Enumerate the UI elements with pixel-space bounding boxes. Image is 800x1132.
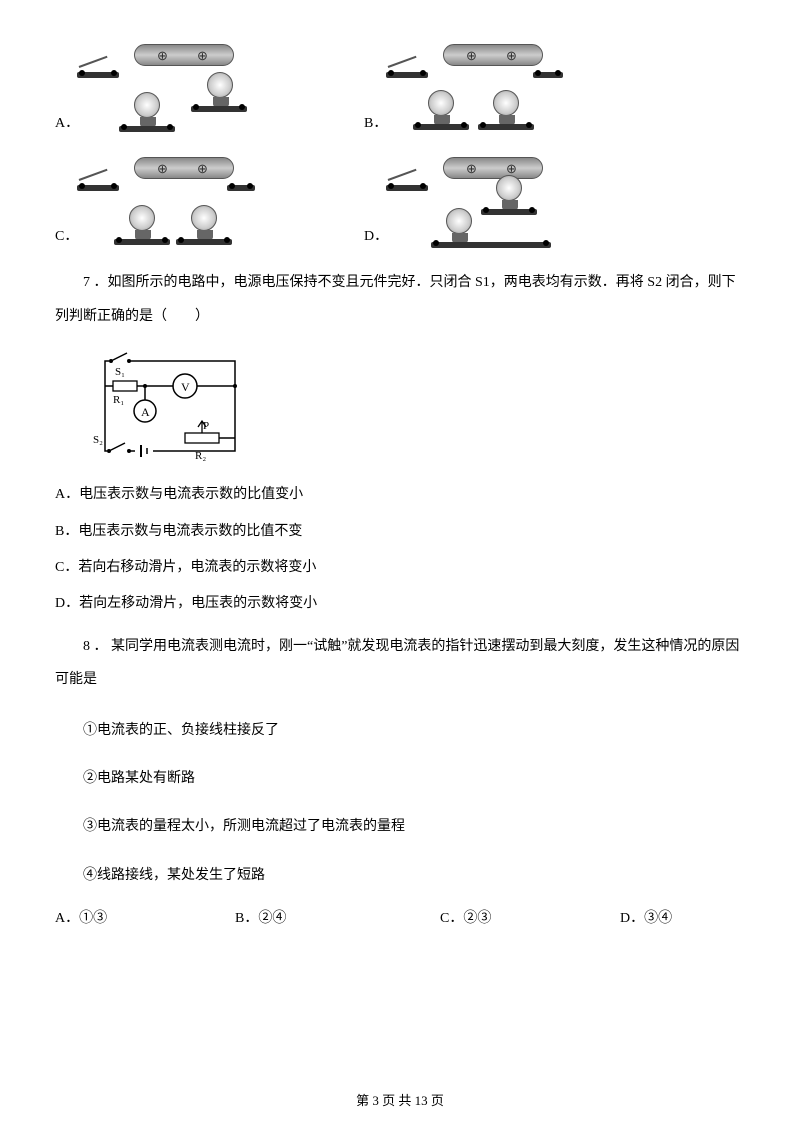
question-7-diagram: S₁ R₁ V A S₂ xyxy=(85,351,250,466)
option-b-block: B． xyxy=(364,40,563,135)
circuit-image-d xyxy=(388,153,563,248)
circuit-image-a xyxy=(79,40,254,135)
q8-item-4: ④线路接线，某处发生了短路 xyxy=(55,860,745,892)
q8-option-b: B．②④ xyxy=(235,908,440,930)
option-label-d: D． xyxy=(364,226,388,248)
circuit-options-row-1: A． B． xyxy=(55,40,745,135)
option-a-block: A． xyxy=(55,40,254,135)
q7-option-a: A．电压表示数与电流表示数的比值变小 xyxy=(55,484,745,506)
option-label-b: B． xyxy=(364,113,388,135)
q7-option-d: D．若向左移动滑片，电压表的示数将变小 xyxy=(55,593,745,615)
q8-options-row: A．①③ B．②④ C．②③ D．③④ xyxy=(55,908,745,930)
circuit-image-b xyxy=(388,40,563,135)
q8-item-1: ①电流表的正、负接线柱接反了 xyxy=(55,715,745,747)
label-r2: R₂ xyxy=(195,450,206,462)
question-7-text: 7 ．如图所示的电路中，电源电压保持不变且元件完好．只闭合 S1，两电表均有示数… xyxy=(55,266,745,333)
q8-option-d: D．③④ xyxy=(620,908,740,930)
label-a: A xyxy=(141,405,150,419)
page-footer: 第 3 页 共 13 页 xyxy=(0,1091,800,1112)
q8-option-c: C．②③ xyxy=(440,908,620,930)
label-v: V xyxy=(181,380,190,394)
q7-option-b: B．电压表示数与电流表示数的比值不变 xyxy=(55,521,745,543)
q7-option-c: C．若向右移动滑片，电流表的示数将变小 xyxy=(55,557,745,579)
option-c-block: C． xyxy=(55,153,254,248)
label-p: P xyxy=(203,420,209,432)
label-s2: S₂ xyxy=(93,434,103,446)
circuit-image-c xyxy=(79,153,254,248)
q8-option-a: A．①③ xyxy=(55,908,235,930)
option-label-c: C． xyxy=(55,226,79,248)
circuit-options-row-2: C． D． xyxy=(55,153,745,248)
label-s1: S₁ xyxy=(115,366,125,378)
label-r1: R₁ xyxy=(113,394,124,406)
question-8-text: 8 ． 某同学用电流表测电流时，刚一“试触”就发现电流表的指针迅速摆动到最大刻度… xyxy=(55,630,745,697)
option-d-block: D． xyxy=(364,153,563,248)
q8-item-3: ③电流表的量程太小，所测电流超过了电流表的量程 xyxy=(55,811,745,843)
option-label-a: A． xyxy=(55,113,79,135)
q8-item-2: ②电路某处有断路 xyxy=(55,763,745,795)
